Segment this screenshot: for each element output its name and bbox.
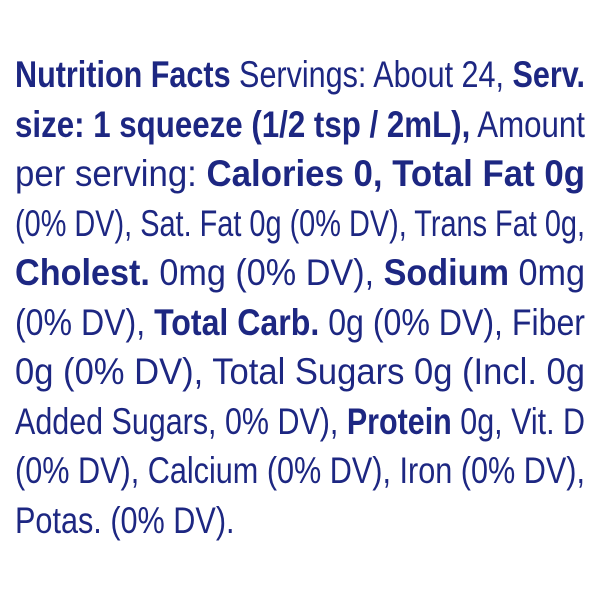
text: Potas. (0% DV). xyxy=(15,499,235,541)
text-line: Nutrition Facts Servings: About 24, Serv… xyxy=(15,52,585,98)
text: Added Sugars, 0% DV), xyxy=(15,400,347,442)
text: per serving: xyxy=(15,153,207,194)
text: (0% DV), Calcium (0% DV), Iron (0% DV), xyxy=(15,450,585,491)
bold-text: Calories 0, Total Fat 0g xyxy=(206,153,586,194)
bold-text: Total Carb. xyxy=(154,301,320,343)
text-line: size: 1 squeeze (1/2 tsp / 2mL), Amount xyxy=(15,102,585,148)
text-line: (0% DV), Sat. Fat 0g (0% DV), Trans Fat … xyxy=(15,201,585,247)
text: 0mg xyxy=(508,252,585,293)
text-line: Potas. (0% DV). xyxy=(15,498,235,544)
text-line: Added Sugars, 0% DV), Protein 0g, Vit. D xyxy=(15,399,585,445)
text: 0g (0% DV), Fiber xyxy=(319,301,585,343)
text-line: Cholest. 0mg (0% DV), Sodium 0mg xyxy=(15,250,585,296)
text: Amount xyxy=(470,103,585,145)
bold-text: size: 1 squeeze (1/2 tsp / 2mL), xyxy=(15,103,471,145)
text: 0mg (0% DV), xyxy=(149,252,384,293)
bold-text: Nutrition Facts xyxy=(15,54,231,95)
text: 0g, Vit. D xyxy=(451,400,585,442)
bold-text: Protein xyxy=(346,400,452,442)
text: (0% DV), Sat. Fat 0g (0% DV), Trans Fat … xyxy=(15,202,585,244)
text-line: per serving: Calories 0, Total Fat 0g xyxy=(15,151,585,197)
bold-text: Cholest. xyxy=(15,252,150,293)
text: Servings: About 24, xyxy=(230,54,513,95)
text: 0g (0% DV), Total Sugars 0g (Incl. 0g xyxy=(15,351,585,392)
bold-text: Sodium xyxy=(383,252,509,293)
text: (0% DV), xyxy=(15,301,155,343)
text-line: (0% DV), Total Carb. 0g (0% DV), Fiber xyxy=(15,300,585,346)
bold-text: Serv. xyxy=(512,54,585,95)
text-line: (0% DV), Calcium (0% DV), Iron (0% DV), xyxy=(15,448,585,494)
text-line: 0g (0% DV), Total Sugars 0g (Incl. 0g xyxy=(15,349,585,395)
